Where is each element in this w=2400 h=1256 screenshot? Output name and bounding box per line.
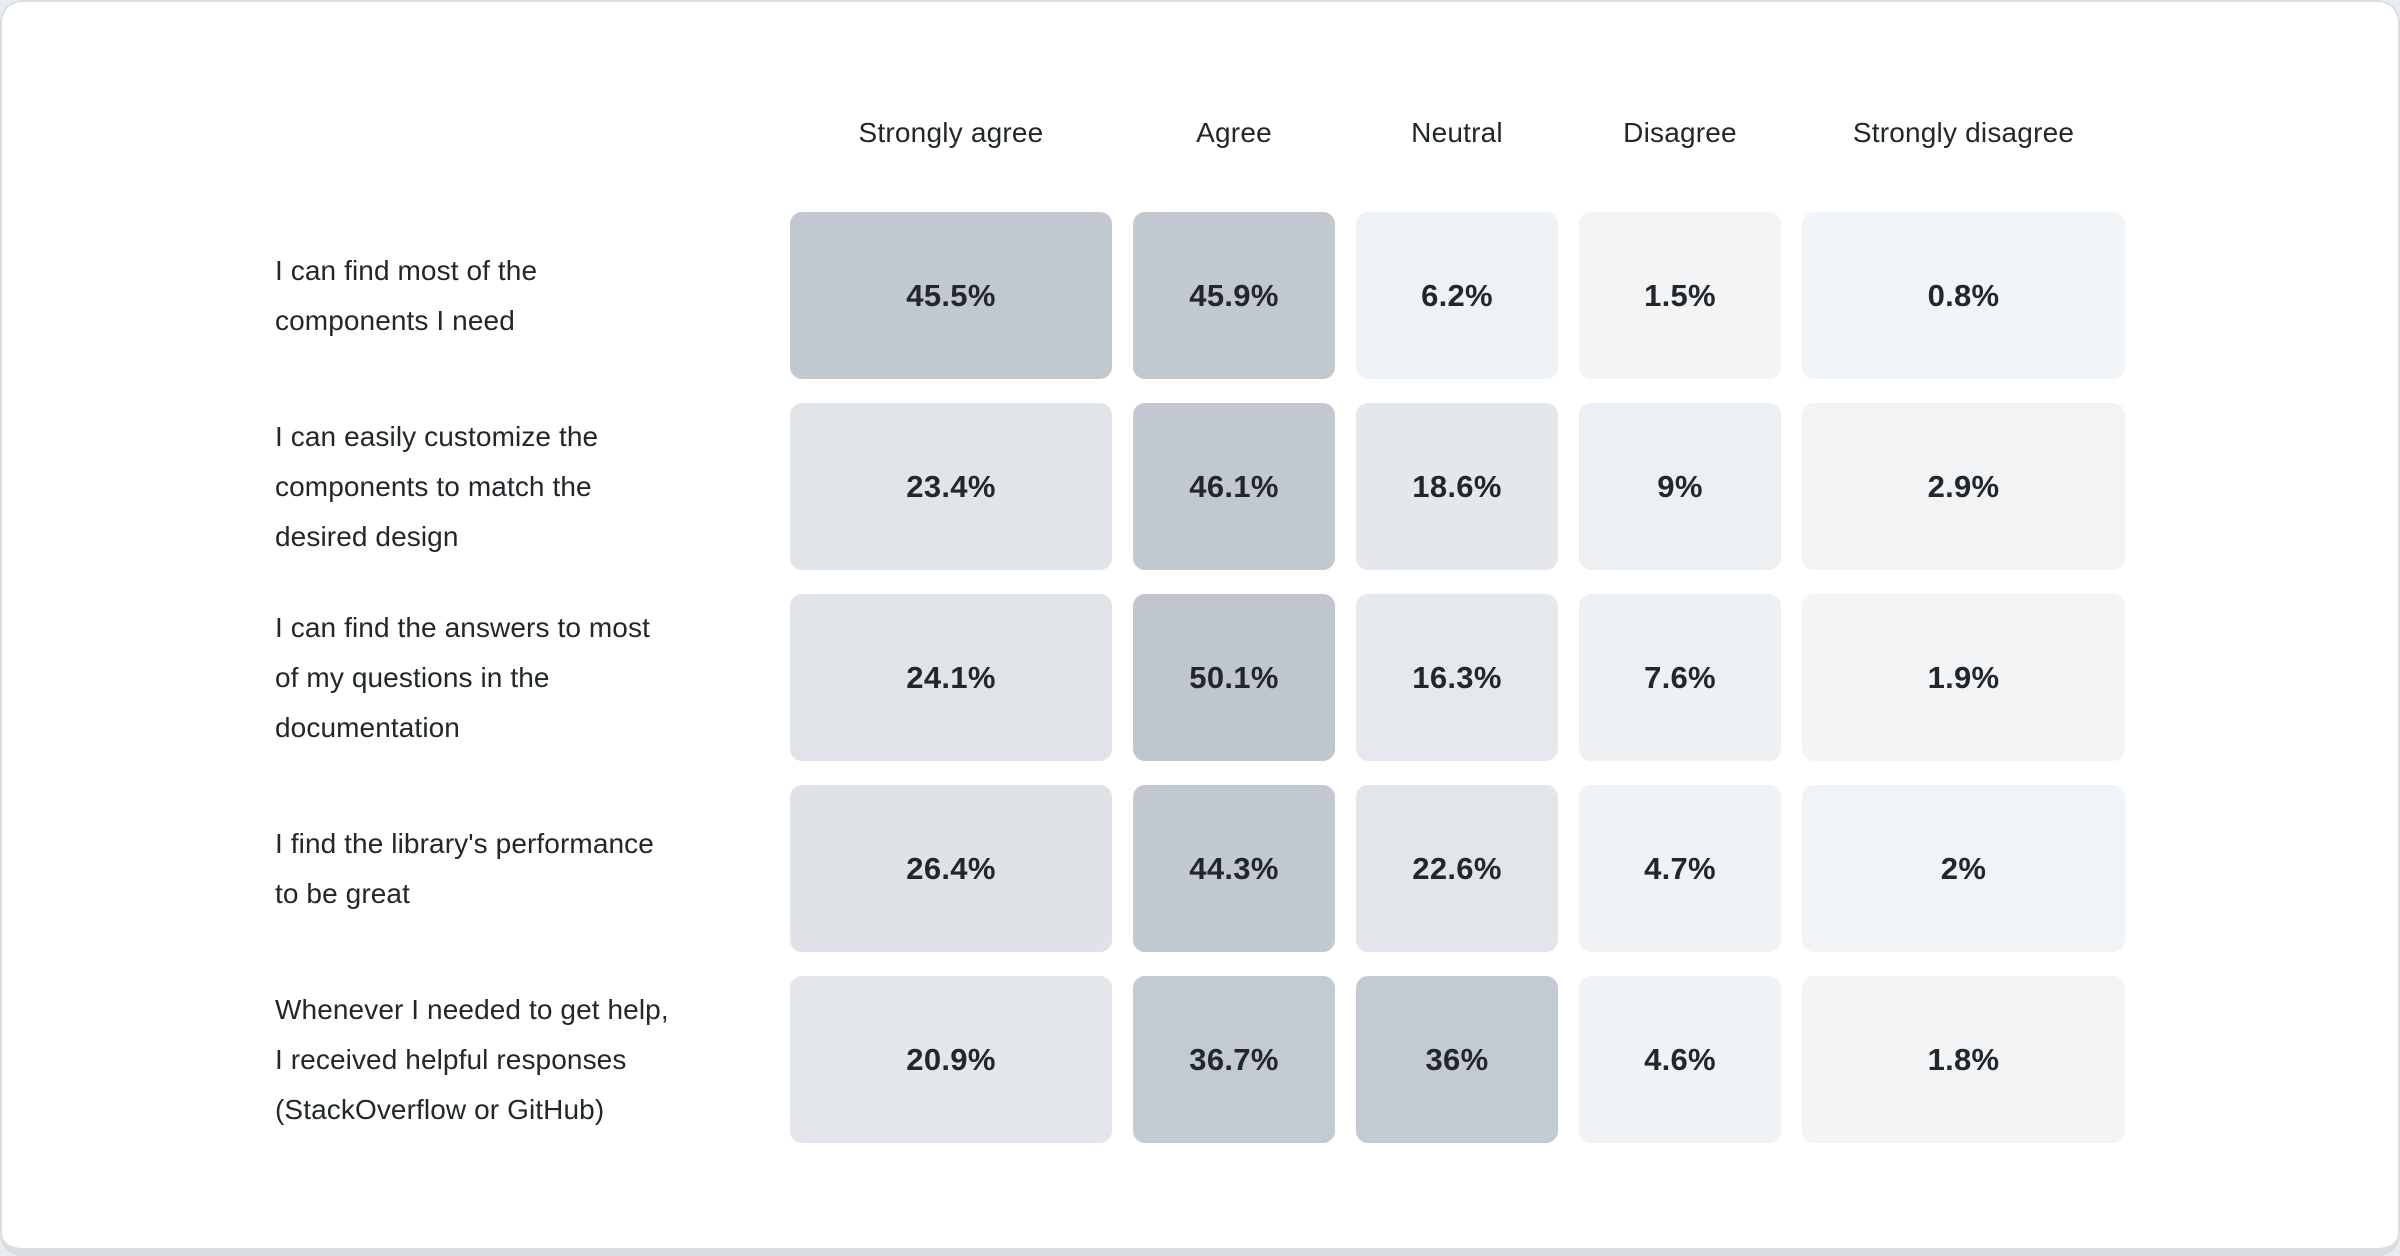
heatmap-cell: 45.5% [790, 212, 1112, 379]
row-label-whenever-i-needed-to-get-help: Whenever I needed to get help, I receive… [275, 993, 669, 1125]
heatmap-cell: 4.6% [1579, 976, 1781, 1143]
heatmap-cell: 36% [1356, 976, 1558, 1143]
heatmap-cell: 1.8% [1802, 976, 2125, 1143]
heatmap-cell: 4.7% [1579, 785, 1781, 952]
heatmap-cell: 36.7% [1133, 976, 1335, 1143]
heatmap-cell: 6.2% [1356, 212, 1558, 379]
heatmap-cell: 22.6% [1356, 785, 1558, 952]
column-header-strongly-agree: Strongly agree [858, 117, 1044, 148]
heatmap-cell: 2.9% [1802, 403, 2125, 570]
column-header-strongly-disagree: Strongly disagree [1852, 117, 2075, 148]
heatmap-cell: 46.1% [1133, 403, 1335, 570]
heatmap-cell: 1.5% [1579, 212, 1781, 379]
column-header-disagree: Disagree [1623, 117, 1737, 148]
heatmap-cell: 20.9% [790, 976, 1112, 1143]
heatmap-cell: 16.3% [1356, 594, 1558, 761]
heatmap-cell: 9% [1579, 403, 1781, 570]
heatmap-cell: 2% [1802, 785, 2125, 952]
heatmap-cell: 26.4% [790, 785, 1112, 952]
row-label-i-find-the-library-s-performance: I find the library's performance to be g… [275, 827, 654, 909]
heatmap-cell: 7.6% [1579, 594, 1781, 761]
heatmap-cell: 44.3% [1133, 785, 1335, 952]
column-header-agree: Agree [1196, 117, 1272, 148]
heatmap-cell: 50.1% [1133, 594, 1335, 761]
corner-spacer [275, 78, 769, 188]
heatmap-cell: 1.9% [1802, 594, 2125, 761]
row-label-i-can-easily-customize-the: I can easily customize the components to… [275, 420, 599, 552]
heatmap-cell: 45.9% [1133, 212, 1335, 379]
row-label-i-can-find-most-of-the: I can find most of the components I need [275, 254, 538, 336]
heatmap-cell: 18.6% [1356, 403, 1558, 570]
row-label-i-can-find-the-answers-to-most: I can find the answers to most of my que… [275, 611, 650, 743]
heatmap-cell: 24.1% [790, 594, 1112, 761]
column-header-neutral: Neutral [1411, 117, 1503, 148]
heatmap-cell: 23.4% [790, 403, 1112, 570]
heatmap-cell: 0.8% [1802, 212, 2125, 379]
likert-heatmap: Strongly agree Agree Neutral Disagree Strong… [275, 78, 2125, 1143]
